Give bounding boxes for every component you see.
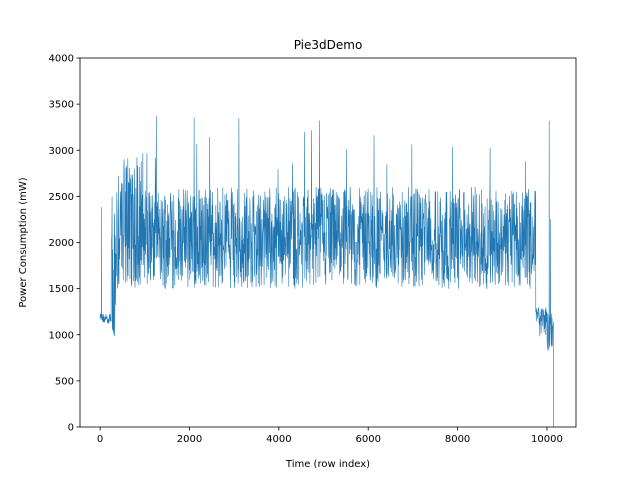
x-tick-label: 10000 [531, 434, 563, 445]
y-tick-label: 3000 [49, 146, 74, 157]
y-axis-label: Power Consumption (mW) [18, 177, 29, 307]
plot-area [99, 115, 554, 428]
y-tick-label: 1000 [49, 330, 74, 341]
x-tick-label: 8000 [445, 434, 470, 445]
y-tick-label: 4000 [49, 54, 74, 65]
y-axis: 0 500 1000 1500 2000 2500 3000 3500 4000 [49, 54, 80, 434]
x-tick-label: 2000 [177, 434, 202, 445]
x-tick-label: 6000 [355, 434, 380, 445]
x-tick-label: 0 [97, 434, 103, 445]
y-tick-label: 1500 [49, 284, 74, 295]
y-tick-label: 2500 [49, 192, 74, 203]
y-tick-label: 500 [55, 376, 74, 387]
x-axis: 0 2000 4000 6000 8000 10000 [97, 427, 563, 445]
power-series-line [99, 115, 554, 428]
y-tick-label: 2000 [49, 238, 74, 249]
y-tick-label: 3500 [49, 100, 74, 111]
y-tick-label: 0 [68, 423, 74, 434]
x-tick-label: 4000 [266, 434, 291, 445]
x-axis-label: Time (row index) [285, 459, 370, 470]
chart-title: Pie3dDemo [294, 38, 363, 52]
